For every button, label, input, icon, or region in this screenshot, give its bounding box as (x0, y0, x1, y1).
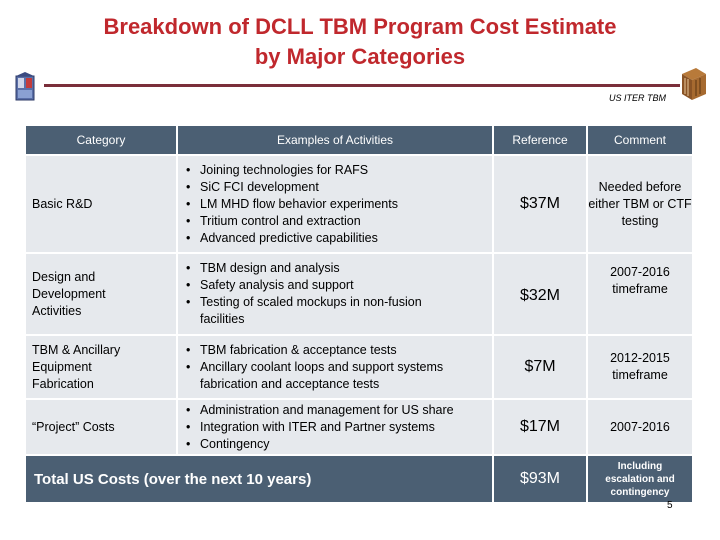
row-2-category: Design and Development Activities (26, 254, 176, 334)
activity-item: LM MHD flow behavior experiments (186, 196, 398, 213)
slide-title: Breakdown of DCLL TBM Program Cost Estim… (0, 12, 720, 72)
activity-list: TBM fabrication & acceptance tests Ancil… (186, 342, 476, 393)
row-2-comment: 2007-2016 timeframe (588, 254, 692, 334)
row-2-category-label: Design and Development Activities (32, 269, 106, 318)
activity-list: Joining technologies for RAFS SiC FCI de… (186, 162, 398, 247)
activity-item: Administration and management for US sha… (186, 402, 454, 419)
activity-list: TBM design and analysis Safety analysis … (186, 260, 456, 328)
row-4-reference: $17M (494, 400, 586, 454)
row-1-comment: Needed before either TBM or CTF testing (588, 156, 692, 252)
activity-item: Tritium control and extraction (186, 213, 398, 230)
activity-item: Ancillary coolant loops and support syst… (186, 359, 476, 393)
activity-item: Advanced predictive capabilities (186, 230, 398, 247)
header-comment: Comment (588, 126, 692, 154)
row-3-category-label: TBM & Ancillary Equipment Fabrication (32, 342, 121, 391)
row-1-category-label: Basic R&D (32, 196, 93, 211)
header-reference: Reference (494, 126, 586, 154)
row-1-activities: Joining technologies for RAFS SiC FCI de… (178, 156, 492, 252)
total-comment-text: Including escalation and contingency (605, 460, 675, 498)
row-3-reference: $7M (494, 336, 586, 398)
total-comment: Including escalation and contingency (588, 456, 692, 502)
row-4-comment-text: 2007-2016 (610, 419, 670, 434)
activity-item: SiC FCI development (186, 179, 398, 196)
row-2-reference: $32M (494, 254, 586, 334)
activity-item: Joining technologies for RAFS (186, 162, 398, 179)
row-3-category: TBM & Ancillary Equipment Fabrication (26, 336, 176, 398)
activity-item: Contingency (186, 436, 454, 453)
row-4-comment: 2007-2016 (588, 400, 692, 454)
row-2-comment-text: 2007-2016 timeframe (610, 265, 670, 296)
us-iter-logo-icon (15, 72, 35, 101)
activity-item: Safety analysis and support (186, 277, 456, 294)
row-2-activities: TBM design and analysis Safety analysis … (178, 254, 492, 334)
row-4-category: “Project” Costs (26, 400, 176, 454)
page-number: 5 (667, 500, 673, 511)
tbm-module-icon (682, 68, 706, 100)
header-activities: Examples of Activities (178, 126, 492, 154)
row-1-reference: $37M (494, 156, 586, 252)
row-3-comment-text: 2012-2015 timeframe (610, 351, 670, 382)
activity-item: Integration with ITER and Partner system… (186, 419, 454, 436)
total-reference: $93M (494, 456, 586, 502)
row-4-category-label: “Project” Costs (32, 419, 115, 434)
activity-list: Administration and management for US sha… (186, 402, 454, 453)
title-line-2: by Major Categories (254, 44, 466, 69)
row-3-comment: 2012-2015 timeframe (588, 336, 692, 398)
title-rule (44, 84, 680, 87)
total-label: Total US Costs (over the next 10 years) (26, 456, 492, 502)
row-4-activities: Administration and management for US sha… (178, 400, 492, 454)
header-category: Category (26, 126, 176, 154)
activity-item: Testing of scaled mockups in non-fusion … (186, 294, 456, 328)
activity-item: TBM fabrication & acceptance tests (186, 342, 476, 359)
row-1-comment-text: Needed before either TBM or CTF testing (588, 179, 692, 228)
row-1-category: Basic R&D (26, 156, 176, 252)
activity-item: TBM design and analysis (186, 260, 456, 277)
row-3-activities: TBM fabrication & acceptance tests Ancil… (178, 336, 492, 398)
subtag-us-iter-tbm: US ITER TBM (608, 93, 666, 103)
title-line-1: Breakdown of DCLL TBM Program Cost Estim… (103, 14, 617, 39)
